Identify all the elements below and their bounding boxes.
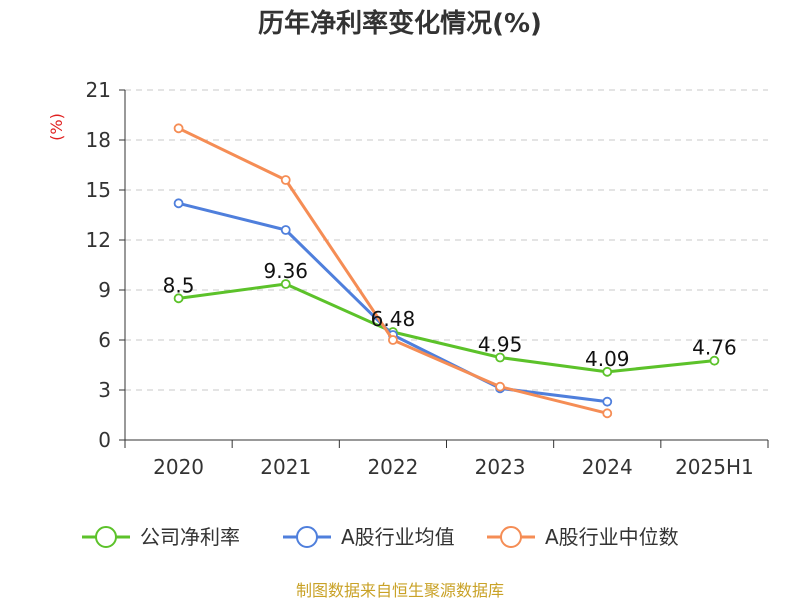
x-tick-label: 2021	[260, 455, 311, 479]
y-tick-label: 18	[86, 128, 111, 152]
data-point	[173, 123, 184, 134]
data-point	[173, 293, 184, 304]
data-point	[495, 352, 505, 363]
data-label: 6.48	[371, 307, 416, 331]
y-tick-label: 15	[86, 178, 111, 202]
series-line-2	[178, 201, 608, 404]
x-tick-label: 2023	[475, 455, 526, 479]
legend-item-1[interactable]: 公司净利率	[82, 525, 240, 549]
y-axis-label: (%)	[47, 113, 66, 141]
x-tick-label: 2022	[367, 455, 418, 479]
data-point	[173, 198, 184, 209]
data-point	[602, 396, 613, 407]
legend-swatch-marker	[500, 526, 522, 548]
data-label: 4.76	[692, 336, 737, 360]
legend-swatch-marker	[296, 526, 318, 548]
y-tick-label: 6	[98, 328, 111, 352]
data-label: 4.09	[585, 347, 630, 371]
series-line-3	[177, 126, 608, 415]
data-point	[280, 279, 291, 289]
data-point	[709, 355, 720, 366]
series-layer	[173, 123, 720, 419]
y-tick-label: 3	[98, 378, 111, 402]
data-point	[388, 335, 398, 345]
data-label: 8.5	[163, 273, 195, 297]
data-label: 4.95	[478, 333, 523, 357]
axes: 0 3 6 9 12 15 18 21 2020 2021 2022 2023 2024 2025H1	[86, 78, 769, 479]
chart-title: 历年净利率变化情况(%)	[258, 8, 542, 39]
legend[interactable]: 公司净利率 A股行业均值 A股行业中位数	[82, 525, 679, 549]
source-note: 制图数据来自恒生聚源数据库	[296, 581, 504, 600]
y-tick-label: 0	[98, 428, 111, 452]
data-point	[495, 381, 505, 392]
legend-item-3[interactable]: A股行业中位数	[487, 525, 679, 549]
x-tick-label: 2020	[153, 455, 204, 479]
legend-swatch-marker	[95, 526, 117, 548]
grid	[125, 89, 768, 391]
x-tick-label: 2025H1	[675, 455, 754, 479]
legend-item-2[interactable]: A股行业均值	[283, 525, 455, 549]
legend-label: A股行业均值	[341, 525, 455, 549]
y-tick-label: 21	[86, 78, 111, 102]
data-point	[280, 225, 291, 235]
y-tick-label: 9	[98, 278, 111, 302]
data-label: 9.36	[263, 259, 308, 283]
legend-label: 公司净利率	[140, 525, 240, 549]
y-tick-label: 12	[86, 228, 111, 252]
series-line-1	[178, 282, 715, 374]
data-labels: 8.5 9.36 6.48 4.95 4.09 4.76	[163, 259, 737, 371]
data-point	[280, 175, 291, 185]
x-tick-label: 2024	[582, 455, 633, 479]
data-point	[602, 408, 613, 419]
data-point	[602, 366, 613, 377]
legend-label: A股行业中位数	[545, 525, 679, 549]
